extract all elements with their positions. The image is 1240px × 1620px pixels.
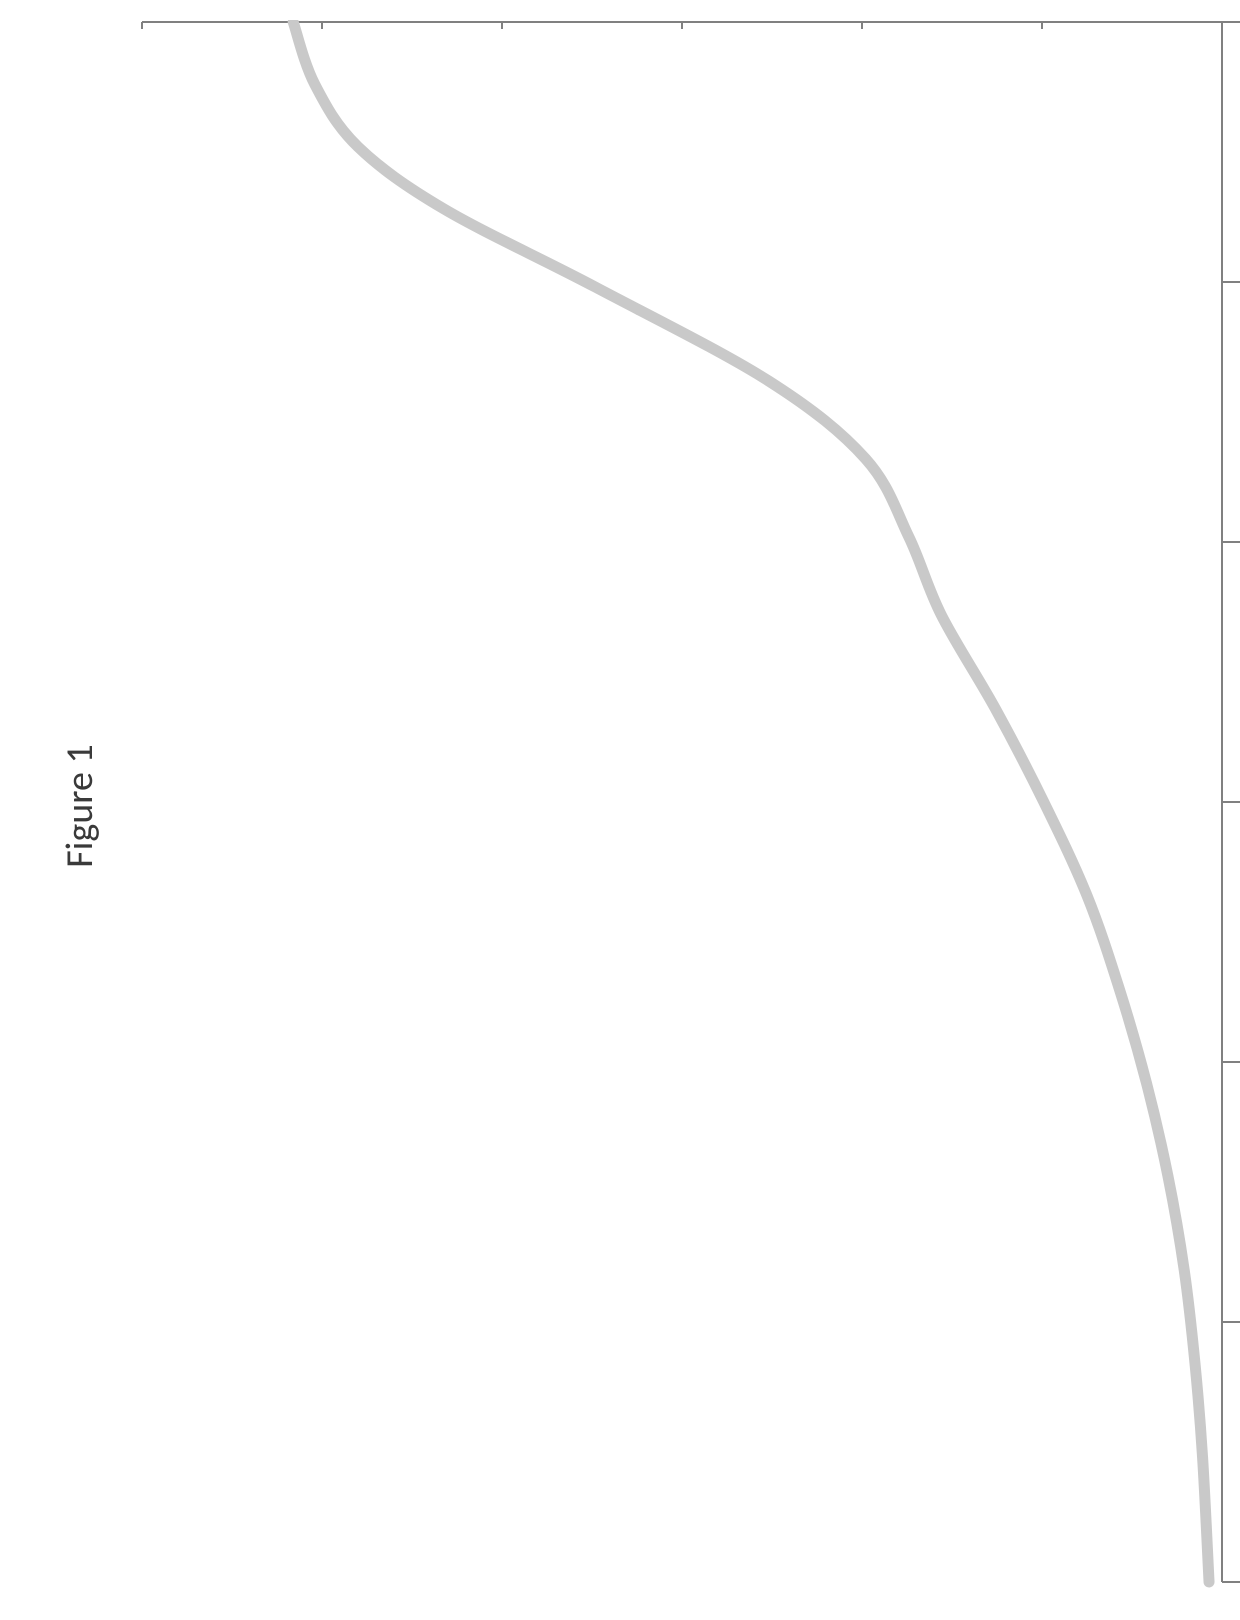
figure-title: Figure 1 [57, 744, 103, 868]
series-line [293, 22, 1209, 1582]
chart-container [140, 20, 1240, 1620]
line-chart [140, 20, 1240, 1620]
